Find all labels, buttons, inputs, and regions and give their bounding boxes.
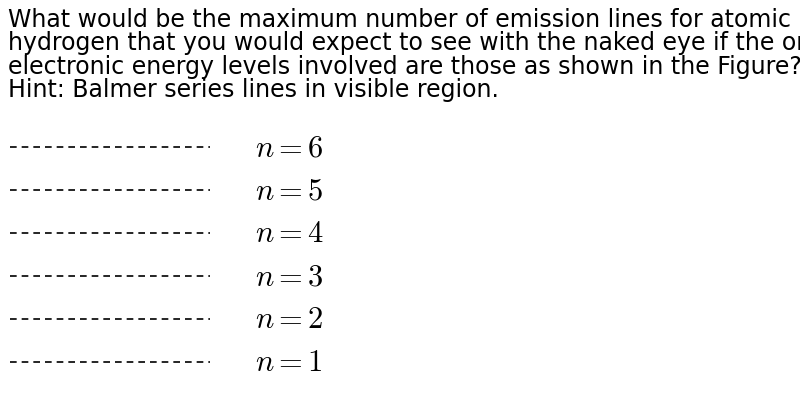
Text: Hint: Balmer series lines in visible region.: Hint: Balmer series lines in visible reg…: [8, 78, 499, 102]
Text: $n = 6$: $n = 6$: [255, 133, 324, 162]
Text: What would be the maximum number of emission lines for atomic: What would be the maximum number of emis…: [8, 8, 791, 32]
Text: hydrogen that you would expect to see with the naked eye if the only: hydrogen that you would expect to see wi…: [8, 31, 800, 55]
Text: $n = 2$: $n = 2$: [255, 305, 323, 334]
Text: $n = 3$: $n = 3$: [255, 262, 324, 291]
Text: $n = 1$: $n = 1$: [255, 347, 322, 377]
Text: $n = 5$: $n = 5$: [255, 176, 323, 205]
Text: electronic energy levels involved are those as shown in the Figure?: electronic energy levels involved are th…: [8, 55, 800, 79]
Text: $n = 4$: $n = 4$: [255, 219, 324, 248]
